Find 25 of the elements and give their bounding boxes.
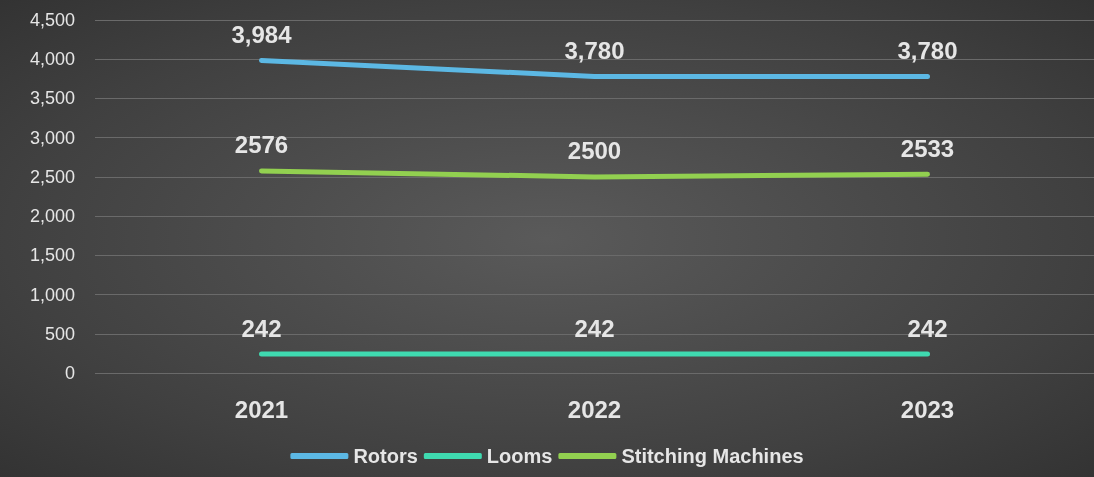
data-label: 3,780 [897, 36, 958, 64]
y-tick-label: 3,500 [29, 88, 75, 109]
data-label: 3,984 [231, 20, 293, 48]
x-tick-label: 2021 [234, 395, 289, 423]
legend-label: Looms [486, 445, 553, 467]
data-label: 242 [574, 314, 615, 342]
y-tick-label: 2,500 [29, 166, 75, 187]
x-tick-label: 2023 [900, 395, 955, 423]
data-label: 242 [241, 314, 282, 342]
y-tick-label: 4,000 [29, 49, 75, 70]
legend-label: Rotors [353, 445, 418, 467]
y-tick-label: 0 [64, 363, 75, 383]
y-tick-label: 2,000 [29, 206, 75, 227]
y-tick-label: 4,500 [29, 10, 75, 30]
data-label: 3,780 [564, 36, 625, 64]
data-label: 2533 [900, 134, 955, 162]
y-tick-label: 1,000 [29, 284, 75, 305]
y-tick-label: 500 [44, 323, 75, 344]
data-label: 242 [907, 314, 948, 342]
legend-label: Stitching Machines [621, 445, 804, 467]
data-label: 2576 [234, 131, 289, 159]
y-tick-label: 3,000 [29, 127, 75, 148]
x-tick-label: 2022 [567, 395, 622, 423]
y-tick-label: 1,500 [29, 245, 75, 266]
data-label: 2500 [567, 137, 622, 165]
